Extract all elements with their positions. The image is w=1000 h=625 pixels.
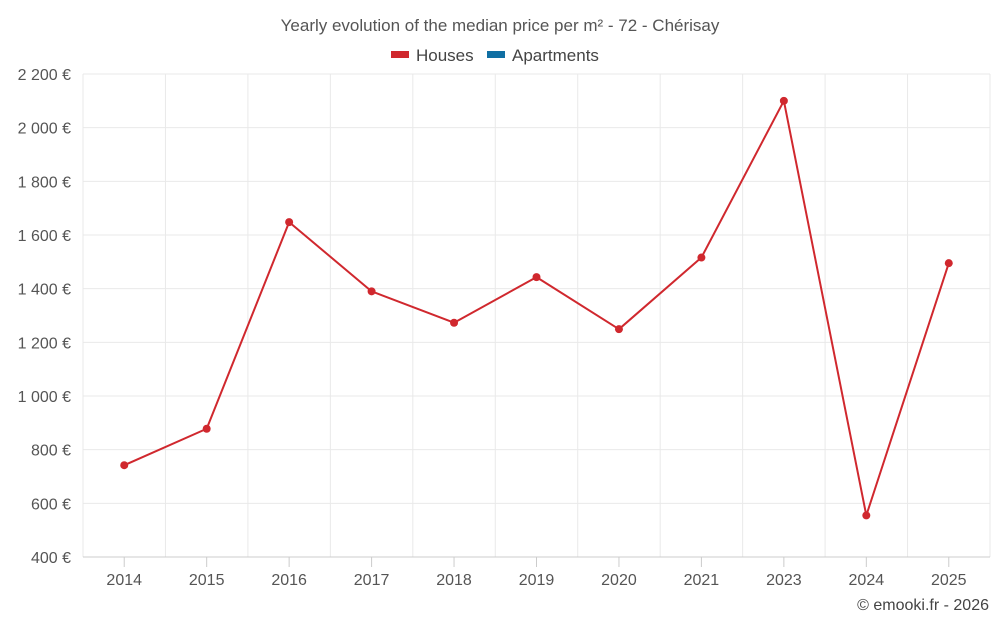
x-tick-label: 2023 <box>766 572 802 589</box>
y-tick-label: 1 200 € <box>18 335 71 352</box>
x-tick-label: 2017 <box>354 572 390 589</box>
y-tick-label: 400 € <box>31 550 71 567</box>
data-point[interactable] <box>614 325 623 334</box>
y-tick-label: 1 400 € <box>18 282 71 299</box>
data-point[interactable] <box>450 318 459 327</box>
legend: Houses Apartments <box>391 46 599 65</box>
data-point[interactable] <box>120 461 129 470</box>
data-point[interactable] <box>532 273 541 282</box>
y-tick-label: 800 € <box>31 443 71 460</box>
legend-label-houses[interactable]: Houses <box>416 46 474 65</box>
data-point[interactable] <box>779 96 788 105</box>
data-point[interactable] <box>202 424 211 433</box>
y-tick-label: 1 600 € <box>18 228 71 245</box>
grid <box>82 73 991 557</box>
credit-text: © emooki.fr - 2026 <box>857 597 989 614</box>
y-tick-label: 1 800 € <box>18 174 71 191</box>
x-tick-label: 2025 <box>931 572 967 589</box>
x-tick-label: 2018 <box>436 572 472 589</box>
y-tick-label: 2 200 € <box>18 67 71 84</box>
x-tick-label: 2019 <box>519 572 555 589</box>
x-tick-label: 2021 <box>684 572 720 589</box>
chart-title: Yearly evolution of the median price per… <box>281 16 720 35</box>
data-point[interactable] <box>944 259 953 268</box>
x-tick-label: 2024 <box>849 572 885 589</box>
y-tick-label: 1 000 € <box>18 389 71 406</box>
x-tick-label: 2014 <box>106 572 142 589</box>
data-point[interactable] <box>862 511 871 520</box>
x-axis: 2014 2015 2016 2017 2018 2019 2020 2021 2023 2024… <box>83 556 990 589</box>
legend-label-apartments[interactable]: Apartments <box>512 46 599 65</box>
y-tick-label: 2 000 € <box>18 121 71 138</box>
series-houses <box>120 96 953 520</box>
y-axis: 400 € 600 € 800 € 1 000 € 1 200 € 1 400 € 1 60… <box>18 67 71 567</box>
data-point[interactable] <box>285 218 294 227</box>
x-tick-label: 2015 <box>189 572 225 589</box>
x-tick-label: 2020 <box>601 572 637 589</box>
data-point[interactable] <box>367 287 376 296</box>
x-tick-label: 2016 <box>271 572 307 589</box>
data-point[interactable] <box>697 253 706 262</box>
legend-swatch-houses <box>391 51 409 58</box>
legend-swatch-apartments <box>487 51 505 58</box>
y-tick-label: 600 € <box>31 496 71 513</box>
